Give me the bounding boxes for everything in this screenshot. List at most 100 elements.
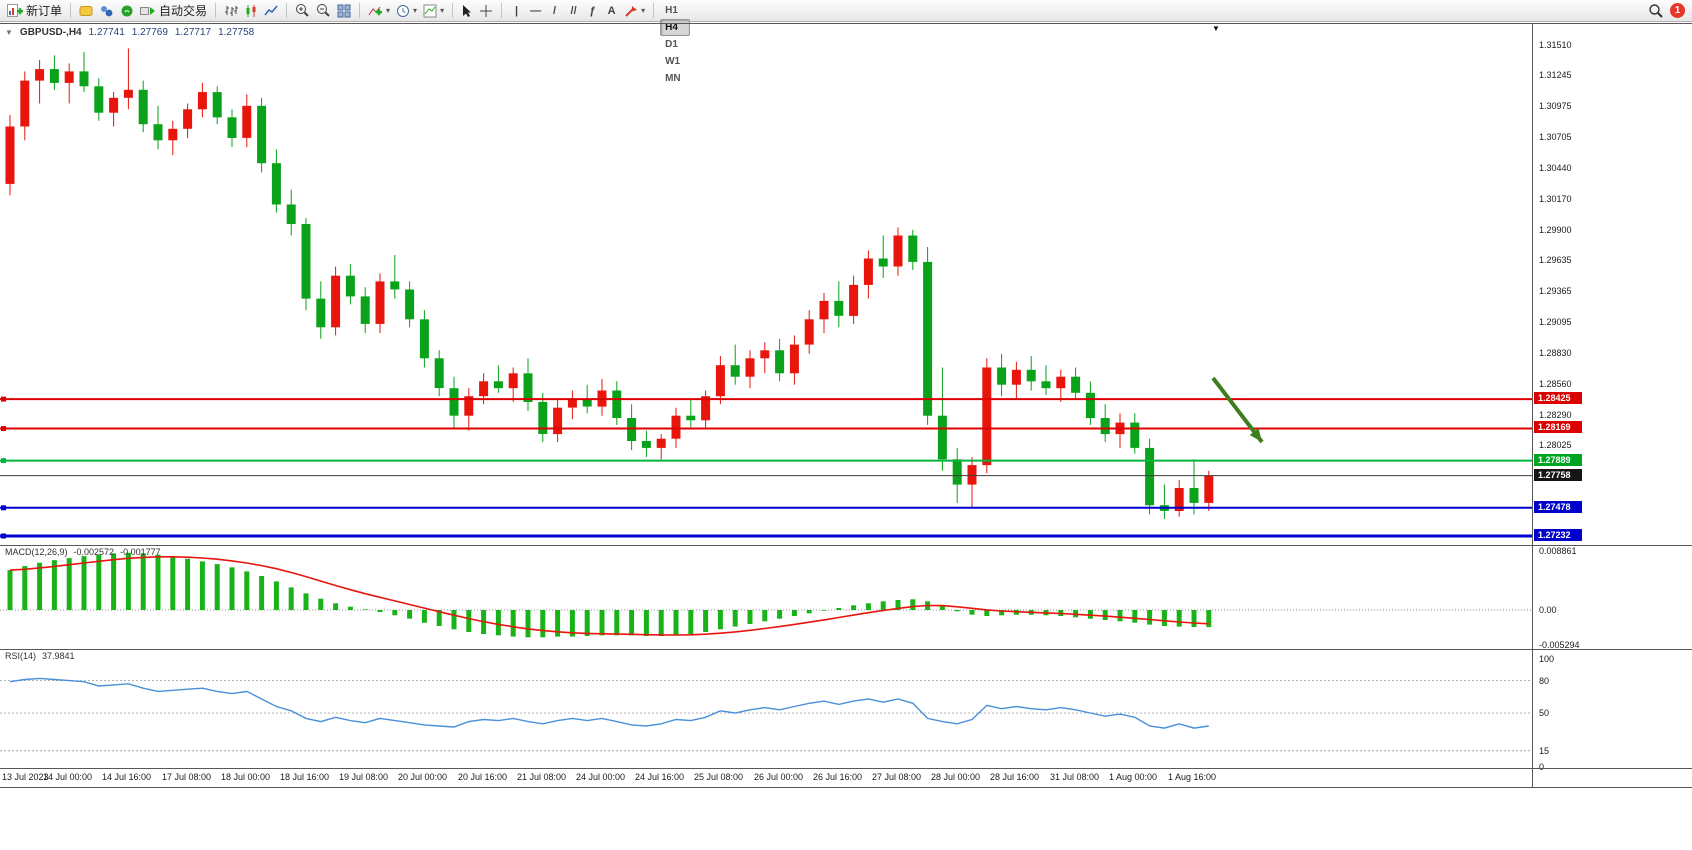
rsi-panel-canvas[interactable] — [0, 649, 1532, 768]
horizontal-line-button[interactable]: — — [526, 4, 545, 18]
script-icon — [79, 5, 93, 16]
time-axis[interactable]: 13 Jul 2023 14 Jul 00:00 14 Jul 16:00 17 Ju… — [0, 769, 1532, 787]
vertical-line-button[interactable]: | — [507, 4, 526, 18]
ohlc-low: 1.27717 — [174, 27, 212, 38]
templates-button[interactable]: ▾ — [420, 3, 447, 19]
indicators-button[interactable]: ▾ — [365, 3, 393, 19]
zoom-out-button[interactable] — [313, 2, 334, 19]
fibonacci-button[interactable]: ƒ — [583, 4, 602, 18]
search-icon[interactable] — [1648, 3, 1663, 18]
arrows-tool-button[interactable]: ▾ — [621, 3, 648, 19]
timeframe-H1[interactable]: H1 — [665, 5, 678, 16]
collapse-panel-icon[interactable]: ▼ — [5, 28, 13, 37]
rsi-name: RSI(14) — [5, 651, 37, 661]
macd-panel-canvas[interactable] — [0, 545, 1532, 649]
rsi-axis-label: 0 — [1539, 762, 1545, 772]
line-anchor[interactable] — [1, 396, 6, 402]
price-axis-label: 1.29365 — [1539, 286, 1572, 296]
rsi-line — [9, 677, 1209, 729]
candle-body — [227, 117, 237, 138]
line-chart-icon — [264, 5, 278, 15]
tile-windows-button[interactable] — [334, 3, 354, 19]
candle-body — [345, 275, 355, 297]
new-order-label: 新订单 — [26, 4, 63, 18]
panel-splitter[interactable] — [0, 545, 1692, 546]
zoom-in-icon — [296, 4, 309, 17]
text-tool-button[interactable]: A — [602, 4, 621, 18]
candle-body — [715, 365, 725, 397]
channel-button[interactable]: // — [564, 4, 583, 18]
price-axis-label: 1.29095 — [1539, 317, 1572, 327]
new-order-icon — [7, 4, 23, 17]
rsi-axis-label: 100 — [1539, 654, 1555, 664]
time-axis-label: 13 Jul 2023 — [2, 772, 49, 782]
time-axis-label: 28 Jul 16:00 — [990, 772, 1040, 782]
candle-body — [183, 109, 193, 129]
zoom-out-icon — [317, 4, 330, 17]
candle-body — [1189, 488, 1199, 503]
candle-body — [1204, 475, 1214, 503]
toolbar-separator — [653, 3, 655, 18]
time-axis-label: 24 Jul 00:00 — [576, 772, 626, 782]
signals-button[interactable] — [117, 3, 137, 19]
timeframe-D1[interactable]: D1 — [665, 39, 678, 50]
scripts-button[interactable] — [76, 3, 96, 19]
new-order-button[interactable]: 新订单 — [4, 1, 65, 20]
candle-body — [508, 373, 518, 389]
chevron-down-icon: ▾ — [413, 6, 418, 15]
candle-body — [553, 407, 563, 435]
time-axis-label: 26 Jul 00:00 — [754, 772, 804, 782]
symbol-timeframe-label: GBPUSD-,H4 — [19, 27, 82, 38]
candlestick-chart-icon — [246, 4, 256, 17]
candle-body — [1085, 392, 1095, 419]
candlestick-chart-button[interactable] — [241, 3, 261, 19]
time-axis-label: 25 Jul 08:00 — [694, 772, 744, 782]
time-axis-label: 14 Jul 00:00 — [43, 772, 93, 782]
timeframe-W1[interactable]: W1 — [665, 56, 681, 67]
line-anchor[interactable] — [1, 458, 6, 464]
price-chart-canvas[interactable] — [0, 24, 1532, 545]
rsi-value: 37.9841 — [42, 651, 75, 661]
candle-body — [5, 126, 15, 184]
macd-main-value: -0.002572 — [73, 547, 115, 557]
toolbar-separator — [70, 3, 72, 18]
auto-trading-button[interactable]: 自动交易 — [137, 1, 210, 20]
candle-body — [257, 105, 267, 164]
line-anchor[interactable] — [1, 426, 6, 431]
community-button[interactable] — [96, 3, 117, 19]
cursor-button[interactable] — [458, 3, 476, 19]
price-scale[interactable]: 1.31510 1.31245 1.30975 1.30705 1.30440 1.301… — [1533, 0, 1692, 850]
arrow-annotation[interactable] — [1211, 376, 1264, 444]
time-axis-border — [0, 768, 1692, 769]
price-axis-label: 1.28560 — [1539, 379, 1572, 389]
main-toolbar: 新订单 自动交易 — [0, 0, 1692, 84]
line-chart-button[interactable] — [261, 3, 281, 19]
macd-axis-label: -0.005294 — [1539, 640, 1580, 650]
bar-chart-button[interactable] — [221, 3, 241, 19]
candle-body — [878, 258, 888, 267]
tile-windows-icon — [337, 4, 351, 17]
line-anchor[interactable] — [1, 505, 6, 511]
candle-body — [997, 367, 1007, 385]
horizontal-line-icon: — — [530, 4, 542, 17]
bar-chart-icon — [225, 5, 239, 16]
periods-button[interactable]: ▾ — [393, 3, 420, 19]
signals-icon — [121, 5, 133, 16]
object-anchor-marker: ▼ — [1212, 24, 1220, 33]
price-tag-1.27758: 1.27758 — [1534, 469, 1582, 481]
timeframe-MN[interactable]: MN — [665, 73, 681, 84]
line-anchor[interactable] — [1, 533, 6, 539]
trendline-icon: / — [553, 4, 557, 17]
macd-axis-label: 0.00 — [1539, 605, 1557, 615]
candle-body — [1174, 488, 1184, 511]
candle-body — [49, 69, 59, 83]
trendline-button[interactable]: / — [545, 4, 564, 18]
crosshair-button[interactable] — [476, 3, 496, 19]
price-scale-border — [1532, 23, 1533, 788]
candle-body — [952, 459, 962, 485]
notification-badge[interactable]: 1 — [1670, 3, 1685, 18]
panel-splitter[interactable] — [0, 649, 1692, 650]
rsi-axis-label: 15 — [1539, 746, 1550, 756]
toolbar-separator — [452, 3, 454, 18]
zoom-in-button[interactable] — [292, 2, 313, 19]
